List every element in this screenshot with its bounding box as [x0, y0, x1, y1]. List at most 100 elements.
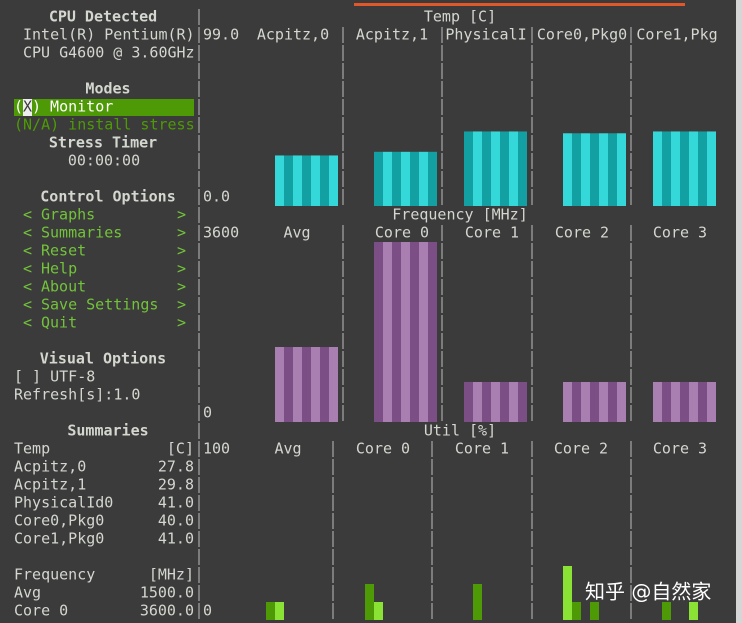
section-title: Control Options	[40, 188, 175, 206]
summary-value: 3600.0	[140, 602, 194, 620]
menu-item[interactable]: About	[41, 278, 86, 296]
bar	[464, 382, 527, 422]
monitor-highlight	[14, 99, 194, 116]
summary-label: PhysicalId0	[14, 494, 113, 512]
graph-title: Frequency [MHz]	[392, 206, 527, 224]
menu-item[interactable]: Save Settings	[41, 296, 158, 314]
menu-bracket: <	[23, 278, 32, 296]
menu-bracket: <	[23, 296, 32, 314]
legend-label: Core0,Pkg0	[537, 26, 627, 44]
watermark: 知乎 @自然家	[585, 580, 711, 604]
mode-option: (	[14, 98, 23, 116]
menu-bracket: >	[177, 206, 186, 224]
menu-bracket: >	[177, 296, 186, 314]
bar	[563, 382, 626, 422]
menu-bracket: >	[177, 278, 186, 296]
legend-label: Core 1	[465, 224, 519, 242]
mode-option: (N/A) install stress	[14, 116, 195, 134]
summary-value: 1500.0	[140, 584, 194, 602]
menu-bracket: >	[177, 224, 186, 242]
summary-unit: [MHz]	[149, 566, 194, 584]
y-tick-label: 0.0	[203, 188, 230, 206]
option: [ ] UTF-8	[14, 368, 95, 386]
bar	[653, 382, 716, 422]
summary-value: 41.0	[158, 530, 194, 548]
legend-label: Core 3	[653, 440, 707, 458]
menu-bracket: <	[23, 224, 32, 242]
summary-value: 40.0	[158, 512, 194, 530]
bar	[374, 242, 437, 422]
menu-bracket: >	[177, 242, 186, 260]
legend-label: Core 3	[653, 224, 707, 242]
legend-label: Acpitz,1	[356, 26, 428, 44]
summary-label: Avg	[14, 584, 41, 602]
legend-label: Core 0	[375, 224, 429, 242]
bar	[275, 347, 338, 422]
summary-label: Core1,Pkg0	[14, 530, 104, 548]
legend-label: Avg	[283, 224, 310, 242]
bar	[563, 133, 626, 206]
menu-bracket: <	[23, 242, 32, 260]
legend-label: Core 1	[455, 440, 509, 458]
menu-bracket: <	[23, 314, 32, 332]
legend-label: PhysicalI	[445, 26, 526, 44]
graph-title: Util [%]	[424, 422, 496, 440]
section-title: Visual Options	[40, 350, 166, 368]
section-title: Summaries	[67, 422, 148, 440]
legend-label: Acpitz,0	[257, 26, 329, 44]
y-tick-label: 100	[203, 440, 230, 458]
cursor	[23, 99, 32, 116]
legend-label: Core 2	[554, 440, 608, 458]
mode-option: X	[23, 98, 32, 116]
cpu-title: CPU Detected	[49, 8, 157, 26]
bar	[464, 131, 527, 206]
summary-label: Acpitz,0	[14, 458, 86, 476]
mode-option: ) Monitor	[32, 98, 113, 116]
menu-item[interactable]: Summaries	[41, 224, 122, 242]
menu-item[interactable]: Help	[41, 260, 77, 278]
section-title: Modes	[85, 80, 130, 98]
graph-title: Temp [C]	[424, 8, 496, 26]
option: Refresh[s]:1.0	[14, 386, 140, 404]
menu-item[interactable]: Graphs	[41, 206, 95, 224]
cpu-line: Intel(R) Pentium(R)	[23, 26, 195, 44]
summary-value: 27.8	[158, 458, 194, 476]
util-bar	[275, 602, 284, 620]
legend-label: Avg	[274, 440, 301, 458]
summary-value: 29.8	[158, 476, 194, 494]
menu-bracket: >	[177, 314, 186, 332]
timer-value: 00:00:00	[68, 152, 140, 170]
summary-group: Frequency	[14, 566, 95, 584]
bar	[275, 155, 338, 206]
util-bar	[374, 602, 383, 620]
window-edge	[736, 0, 742, 623]
menu-bracket: >	[177, 260, 186, 278]
summary-value: 41.0	[158, 494, 194, 512]
y-tick-label: 0	[203, 602, 212, 620]
y-tick-label: 99.0	[203, 26, 239, 44]
util-bar	[572, 602, 581, 620]
bar	[374, 151, 437, 206]
util-bar	[266, 602, 275, 620]
summary-label: Core 0	[14, 602, 68, 620]
legend-label: Core 2	[555, 224, 609, 242]
summary-label: Core0,Pkg0	[14, 512, 104, 530]
menu-bracket: <	[23, 260, 32, 278]
legend-label: Core1,Pkg	[636, 26, 717, 44]
summary-unit: [C]	[167, 440, 194, 458]
cpu-line: CPU G4600 @ 3.60GHz	[23, 44, 195, 62]
legend-label: Core 0	[356, 440, 410, 458]
summary-label: Acpitz,1	[14, 476, 86, 494]
y-tick-label: 3600	[203, 224, 239, 242]
section-title: Stress Timer	[49, 134, 157, 152]
menu-item[interactable]: Quit	[41, 314, 77, 332]
y-tick-label: 0	[203, 404, 212, 422]
util-bar	[365, 584, 374, 620]
util-bar	[563, 566, 572, 620]
util-bar	[662, 602, 671, 620]
util-bar	[590, 602, 599, 620]
menu-item[interactable]: Reset	[41, 242, 86, 260]
bar	[653, 131, 716, 206]
menu-bracket: <	[23, 206, 32, 224]
